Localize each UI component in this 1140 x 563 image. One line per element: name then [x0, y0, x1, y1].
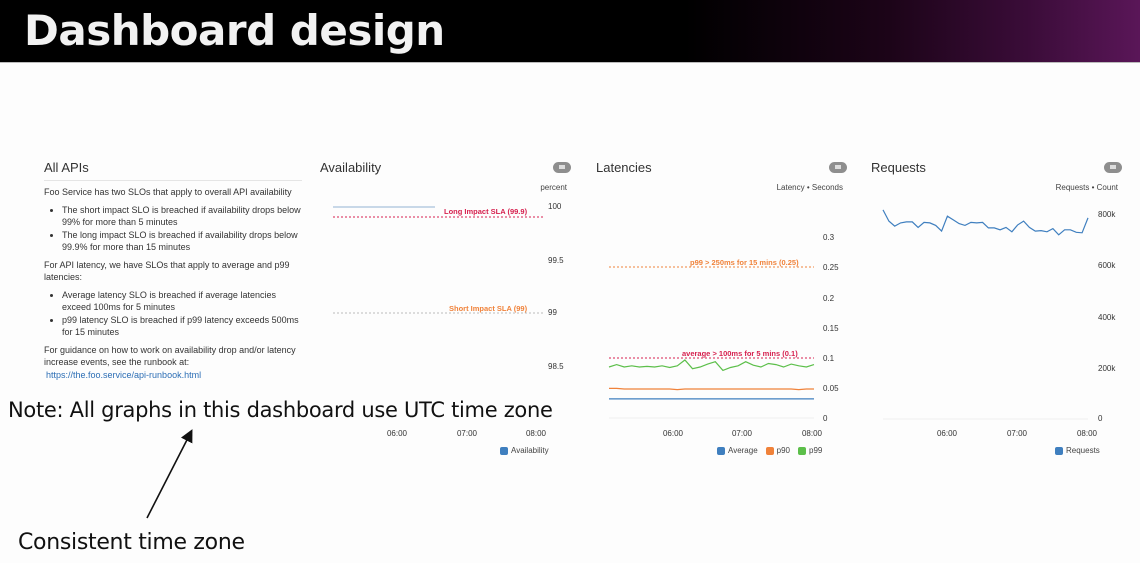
x-tick: 06:00 — [936, 429, 958, 438]
y-tick: 600k — [1098, 261, 1116, 270]
x-tick: 07:00 — [731, 429, 753, 438]
y-tick: 400k — [1098, 313, 1116, 322]
legend-item-average[interactable]: Average — [717, 446, 758, 455]
y-tick: 100 — [548, 202, 562, 211]
long-impact-sla-label: Long Impact SLA (99.9) — [444, 207, 528, 216]
availability-panel: Availability percent 100 99.5 99 98.5 Lo… — [320, 155, 575, 465]
list-item: Average latency SLO is breached if avera… — [62, 289, 302, 314]
latencies-panel: Latencies Latency • Seconds 0.3 0.25 0.2… — [596, 155, 851, 465]
x-tick: 08:00 — [1076, 429, 1098, 438]
y-tick: 98.5 — [548, 362, 564, 371]
x-tick: 07:00 — [456, 429, 478, 438]
y-tick: 0.05 — [823, 384, 839, 393]
slide-title: Dashboard design — [24, 6, 445, 55]
legend-label: Average — [728, 446, 758, 455]
legend-item-availability[interactable]: Availability — [500, 446, 549, 455]
y-axis-unit: Latency • Seconds — [776, 183, 843, 192]
expand-icon[interactable] — [1104, 162, 1122, 173]
series-line-requests — [882, 209, 1089, 236]
x-tick: 08:00 — [525, 429, 547, 438]
y-tick: 200k — [1098, 364, 1116, 373]
legend-swatch — [1055, 446, 1063, 455]
y-tick: 0.15 — [823, 324, 839, 333]
x-tick: 06:00 — [386, 429, 408, 438]
text-panel-title: All APIs — [44, 155, 302, 181]
legend-swatch — [798, 446, 807, 455]
y-tick: 0.2 — [823, 294, 835, 303]
legend: Average p90 p99 — [717, 446, 822, 455]
latency-slo-list: Average latency SLO is breached if avera… — [62, 289, 302, 339]
x-tick: 06:00 — [662, 429, 684, 438]
slide-caption: Consistent time zone — [18, 530, 245, 555]
expand-icon[interactable] — [829, 162, 847, 173]
y-tick: 0.3 — [823, 233, 835, 242]
legend-swatch — [765, 446, 774, 455]
legend-label: Requests — [1066, 446, 1100, 455]
y-tick: 99.5 — [548, 256, 564, 265]
x-tick: 07:00 — [1006, 429, 1028, 438]
y-tick: 800k — [1098, 210, 1116, 219]
p99-sla-label: p99 > 250ms for 15 mins (0.25) — [690, 258, 799, 267]
y-tick: 0.25 — [823, 263, 839, 272]
legend-label: Availability — [511, 446, 549, 455]
requests-plot — [882, 209, 1089, 420]
legend-label: p99 — [809, 446, 823, 455]
y-tick: 99 — [548, 308, 557, 317]
panel-title: Availability — [320, 160, 382, 175]
panel-title: Requests — [871, 160, 926, 175]
utc-note: Note: All graphs in this dashboard use U… — [6, 398, 555, 422]
availability-plot — [333, 206, 543, 314]
short-impact-sla-label: Short Impact SLA (99) — [449, 304, 528, 313]
x-tick: 08:00 — [801, 429, 823, 438]
legend-swatch — [717, 446, 725, 455]
expand-icon[interactable] — [553, 162, 571, 173]
series-line-p90 — [609, 387, 814, 391]
legend-swatch — [500, 446, 508, 455]
list-item: p99 latency SLO is breached if p99 laten… — [62, 314, 302, 339]
slo-intro: Foo Service has two SLOs that apply to o… — [44, 187, 292, 197]
latency-intro: For API latency, we have SLOs that apply… — [44, 259, 290, 283]
legend: Availability — [500, 446, 549, 455]
legend: Requests — [1055, 446, 1100, 455]
list-item: The long impact SLO is breached if avail… — [62, 229, 302, 254]
slide-title-bar: Dashboard design — [0, 0, 1140, 63]
y-axis-unit: Requests • Count — [1055, 183, 1118, 192]
legend-item-requests[interactable]: Requests — [1055, 446, 1100, 455]
runbook-link[interactable]: https://the.foo.service/api-runbook.html — [46, 369, 202, 380]
average-sla-label: average > 100ms for 5 mins (0.1) — [682, 349, 798, 358]
legend-item-p90[interactable]: p90 — [765, 446, 791, 455]
y-tick: 0 — [823, 414, 828, 423]
latencies-plot — [608, 266, 815, 419]
panel-title: Latencies — [596, 160, 652, 175]
series-line-p99 — [608, 359, 815, 372]
availability-slo-list: The short impact SLO is breached if avai… — [62, 204, 302, 254]
legend-label: p90 — [776, 446, 791, 455]
y-tick: 0.1 — [823, 354, 835, 363]
requests-panel: Requests Requests • Count 800k 600k 400k… — [871, 155, 1126, 465]
legend-item-p99[interactable]: p99 — [798, 446, 822, 455]
list-item: The short impact SLO is breached if avai… — [62, 204, 302, 229]
y-axis-unit: percent — [540, 183, 567, 192]
runbook-guidance: For guidance on how to work on availabil… — [44, 344, 296, 368]
y-tick: 0 — [1098, 414, 1103, 423]
all-apis-text-panel: All APIs Foo Service has two SLOs that a… — [44, 155, 302, 395]
